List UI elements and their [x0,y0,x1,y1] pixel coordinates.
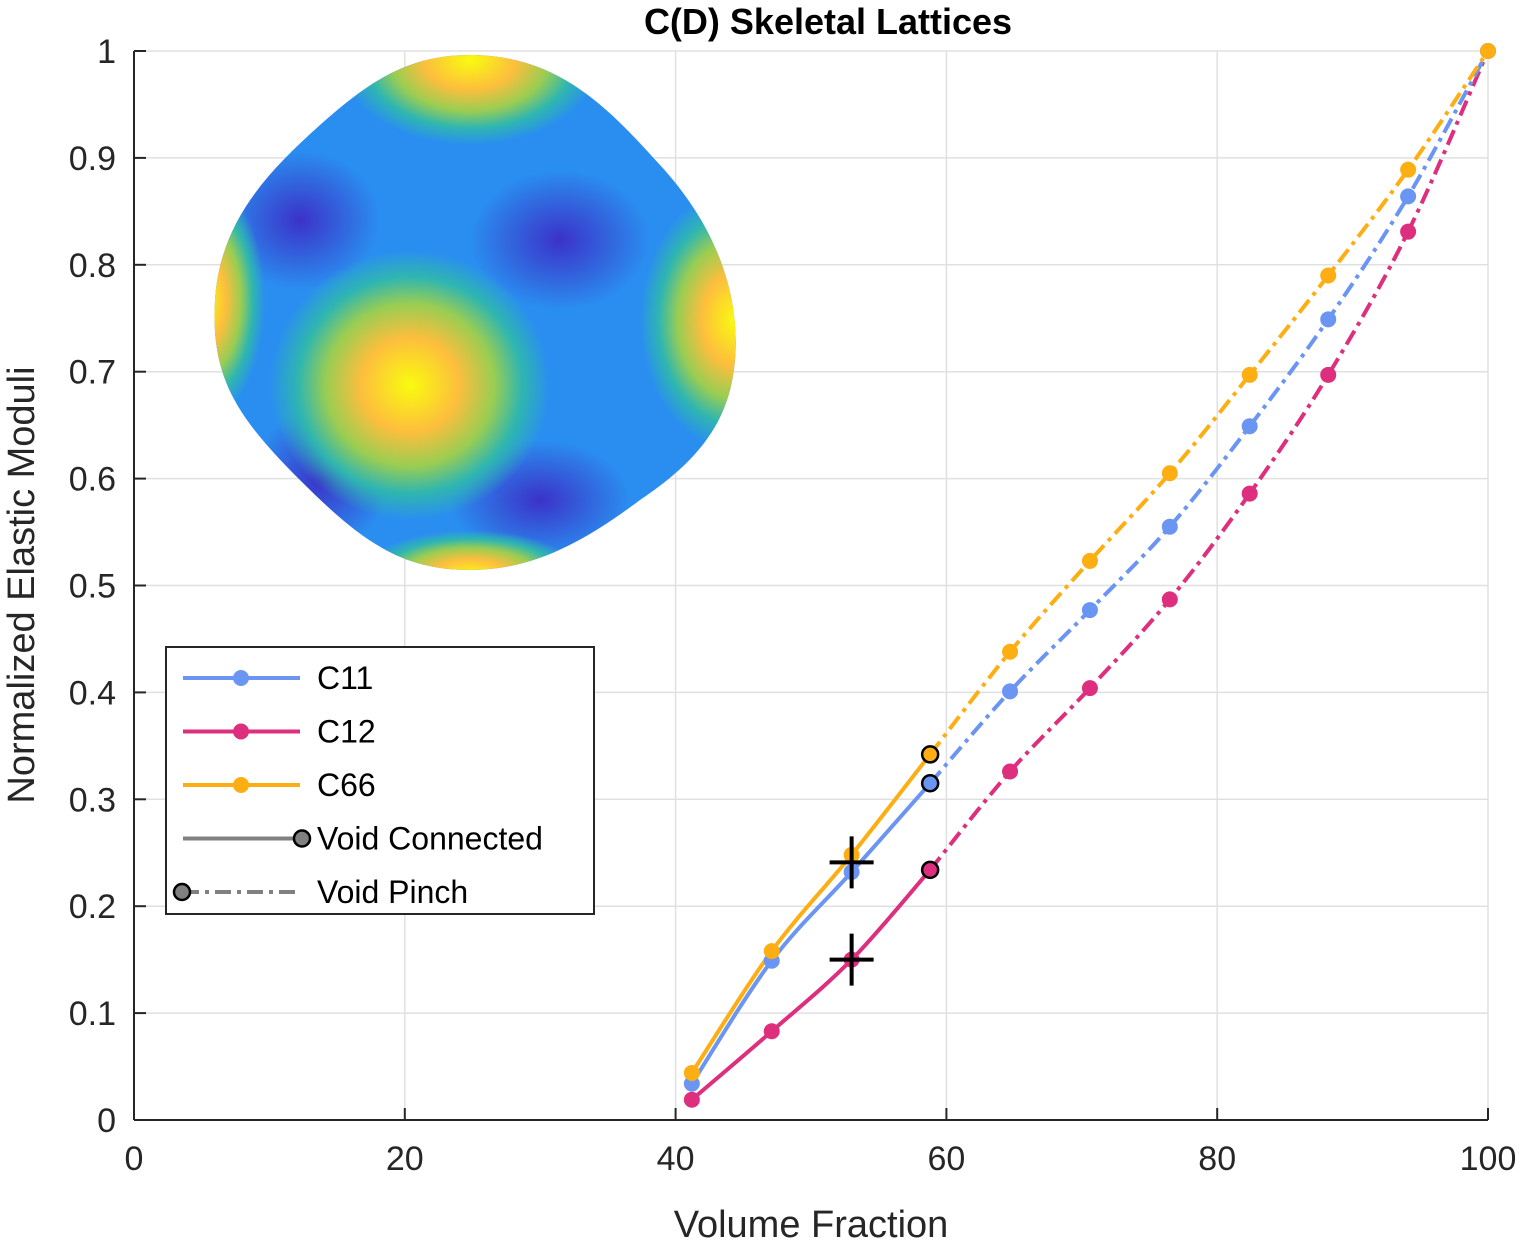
c11-data-point [1161,518,1178,535]
x-tick-label: 80 [1198,1140,1236,1178]
y-tick-label: 0.2 [69,888,116,926]
plus-marker [829,933,874,986]
c11-data-point [1002,683,1019,700]
c66-data-point [1480,43,1496,59]
legend-item: Void Pinch [172,874,468,910]
c11-connected-line [690,781,932,1085]
c66-data-point [1400,161,1417,178]
legend-label: C66 [317,767,376,803]
x-tick-label: 100 [1460,1140,1517,1178]
c12-data-point [683,1091,700,1108]
y-tick-label: 0.8 [69,247,116,285]
c12-transition-point [920,860,940,880]
legend-label: Void Connected [317,821,543,857]
c12-data-point [1002,763,1019,780]
y-tick-label: 0.9 [69,140,116,178]
c11-data-point [1081,602,1098,619]
c66-transition-point [920,745,940,764]
c66-data-point [1161,465,1178,482]
c11-data-point [1320,311,1337,328]
c11-pinch-line [928,50,1490,785]
series-layer [683,43,1496,1108]
c66-pinch-line [928,49,1490,756]
legend-item: C66 [183,767,376,803]
c66-data-point [1241,366,1258,383]
legend-item: C11 [183,660,373,696]
y-tick-label: 0.6 [69,461,116,499]
y-axis-label: Normalized Elastic Moduli [1,366,43,803]
y-tick-label: 0.4 [69,674,116,712]
legend-label: C12 [317,714,376,750]
y-tick-label: 0.1 [69,995,116,1033]
c12-data-point [763,1023,780,1040]
c11-transition-point [920,774,940,793]
plus-marker [829,836,874,889]
c11-data-point [1241,418,1258,435]
c66-data-point [1320,267,1337,284]
x-tick-label: 20 [386,1140,424,1178]
c11-data-point [1400,188,1417,205]
y-tick-label: 1 [97,33,116,71]
legend-label: Void Pinch [317,874,468,910]
c66-data-point [763,943,780,960]
c66-data-point [683,1064,700,1081]
c12-data-point [1400,223,1417,240]
elastic-surface-inset [214,55,736,570]
legend-item: Void Connected [183,821,543,857]
c12-data-point [1081,680,1098,697]
c66-data-point [1002,643,1019,660]
y-tick-label: 0.7 [69,354,116,392]
y-tick-label: 0.5 [69,568,116,606]
c66-connected-line [690,753,932,1075]
y-tick-label: 0.3 [69,781,116,819]
c12-connected-line [690,868,932,1102]
legend-label: C11 [317,660,373,696]
c12-data-point [1320,366,1337,383]
x-axis-label: Volume Fraction [674,1204,949,1244]
axes: 0 20 40 60 80 100 0 0.1 0.2 0.3 0.4 0.5 0.6 0.7 0.8 0.9… [69,33,1517,1178]
x-tick-label: 0 [125,1140,144,1178]
y-tick-label: 0 [97,1102,116,1140]
x-tick-label: 60 [927,1140,965,1178]
chart-title: C(D) Skeletal Lattices [644,1,1012,42]
c66-data-point [1081,552,1098,569]
c12-data-point [1241,485,1258,502]
legend-item: C12 [183,714,376,750]
legend: C11 C12 C66 Void Connected Void Pinch [165,646,595,915]
c12-data-point [1161,591,1178,608]
x-tick-label: 40 [657,1140,695,1178]
